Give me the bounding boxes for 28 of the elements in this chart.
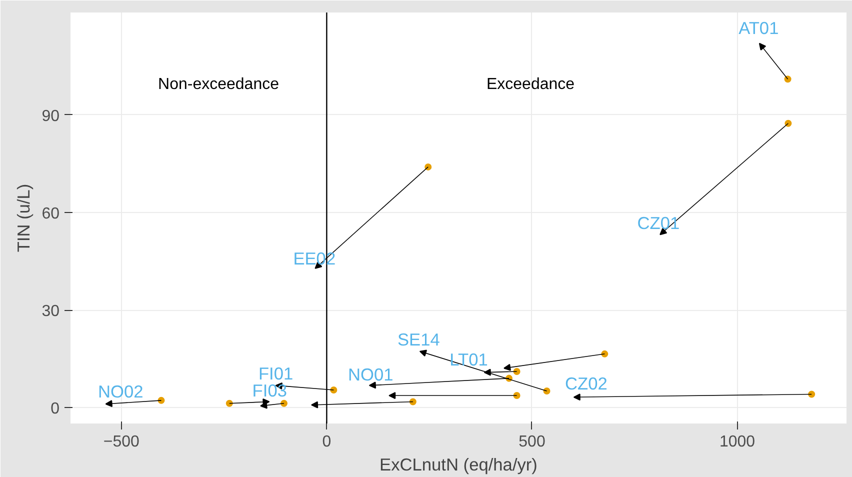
point <box>808 390 816 398</box>
annotation: FI01 <box>258 363 294 384</box>
annotation: NO01 <box>348 364 394 384</box>
x-tick-label: −500 <box>103 434 140 450</box>
annotation: CZ02 <box>565 374 608 394</box>
y-tick-label: 60 <box>42 205 60 222</box>
point <box>226 400 233 407</box>
annotation: Exceedance <box>486 76 575 93</box>
annotation: NO02 <box>98 382 144 402</box>
point <box>543 387 550 394</box>
x-tick-label: 500 <box>518 434 546 450</box>
x-tick-label: 1000 <box>719 434 756 450</box>
x-tick-label: 0 <box>322 434 332 450</box>
annotation: Non-exceedance <box>158 76 280 93</box>
annotation: FI03 <box>252 380 287 401</box>
y-tick-label: 30 <box>42 303 60 320</box>
point <box>330 386 338 394</box>
y-tick-label: 90 <box>42 108 60 125</box>
point <box>601 350 608 358</box>
annotation: SE14 <box>397 329 440 350</box>
annotation: AT01 <box>738 18 779 38</box>
point <box>784 120 792 127</box>
y-tick-label: 0 <box>50 400 60 418</box>
point <box>784 76 792 83</box>
x-axis-title: ExCLnutN (eq/ha/yr) <box>380 454 538 474</box>
y-axis-title: TIN (u/L) <box>14 184 34 252</box>
point <box>409 398 416 406</box>
annotation: LT01 <box>450 349 488 370</box>
